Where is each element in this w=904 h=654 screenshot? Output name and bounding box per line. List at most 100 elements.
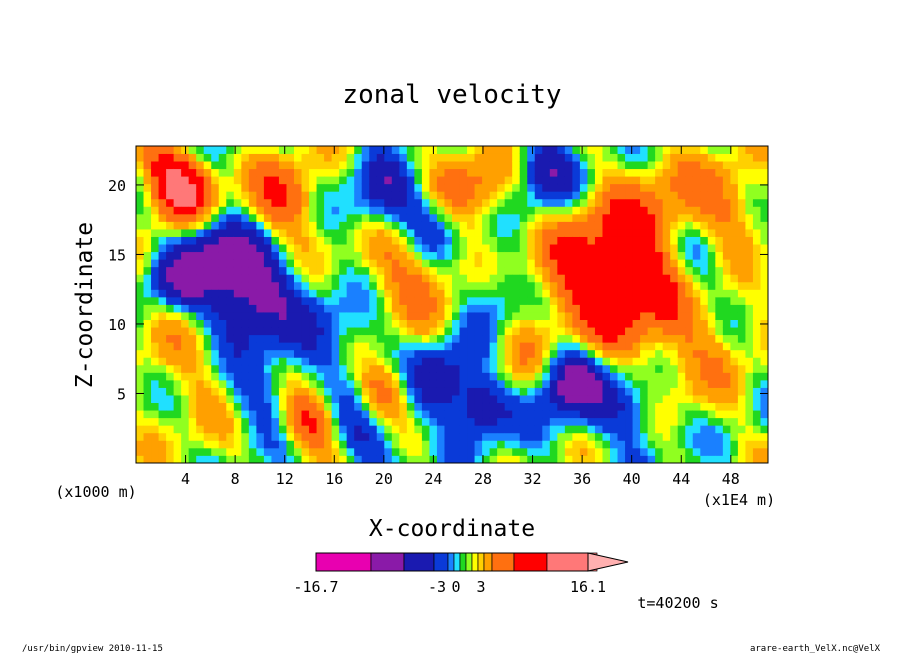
field-cell xyxy=(166,259,175,268)
field-cell xyxy=(151,387,159,396)
field-cell xyxy=(452,221,460,230)
field-cell xyxy=(188,251,197,260)
field-cell xyxy=(707,432,716,441)
field-cell xyxy=(459,387,468,396)
field-cell xyxy=(331,168,340,177)
field-cell xyxy=(647,161,656,170)
field-cell xyxy=(166,221,175,230)
field-cell xyxy=(752,417,761,426)
field-cell xyxy=(436,334,445,343)
field-cell xyxy=(346,198,355,207)
field-cell xyxy=(700,206,709,215)
field-cell xyxy=(564,304,573,313)
field-cell xyxy=(346,281,355,290)
field-cell xyxy=(196,168,205,177)
field-cell xyxy=(376,198,385,207)
field-cell xyxy=(346,379,355,388)
field-cell xyxy=(707,161,716,170)
field-cell xyxy=(399,349,408,358)
field-cell xyxy=(542,334,551,343)
field-cell xyxy=(256,244,265,253)
field-cell xyxy=(278,364,287,373)
field-cell xyxy=(143,372,152,381)
field-cell xyxy=(617,289,626,298)
field-cell xyxy=(685,312,694,320)
field-cell xyxy=(263,372,272,381)
field-cell xyxy=(406,229,415,237)
field-cell xyxy=(579,168,588,177)
field-cell xyxy=(737,153,746,162)
field-cell xyxy=(685,447,694,456)
field-cell xyxy=(181,206,190,215)
field-cell xyxy=(745,327,754,336)
field-cell xyxy=(564,206,573,215)
field-cell xyxy=(542,176,551,185)
field-cell xyxy=(369,372,378,381)
field-cell xyxy=(203,213,212,222)
field-cell xyxy=(707,289,716,298)
field-cell xyxy=(376,146,385,154)
field-cell xyxy=(294,153,302,162)
field-cell xyxy=(188,455,197,463)
field-cell xyxy=(497,244,506,253)
field-cell xyxy=(354,229,363,237)
field-cell xyxy=(324,296,333,305)
field-cell xyxy=(519,236,528,245)
field-cell xyxy=(617,319,626,328)
field-cell xyxy=(143,440,152,449)
field-cell xyxy=(677,289,686,298)
field-cell xyxy=(248,342,257,351)
field-cell xyxy=(158,349,167,358)
field-cell xyxy=(233,312,242,320)
field-cell xyxy=(752,349,761,358)
field-cell xyxy=(421,312,430,320)
field-cell xyxy=(632,206,641,215)
field-cell xyxy=(564,281,573,290)
field-cell xyxy=(324,379,333,388)
field-cell xyxy=(594,342,603,351)
field-cell xyxy=(527,206,536,215)
field-cell xyxy=(203,229,212,237)
field-cell xyxy=(166,312,175,320)
field-cell xyxy=(271,289,280,298)
field-cell xyxy=(294,281,302,290)
field-cell xyxy=(241,176,250,185)
field-cell xyxy=(211,161,220,170)
field-cell xyxy=(158,281,167,290)
field-cell xyxy=(692,236,701,245)
field-cell xyxy=(316,440,325,449)
field-cell xyxy=(444,153,453,162)
field-cell xyxy=(579,319,588,328)
field-cell xyxy=(497,259,506,268)
field-cell xyxy=(610,319,618,328)
field-cell xyxy=(414,387,423,396)
field-cell xyxy=(489,281,498,290)
field-cell xyxy=(331,198,340,207)
field-cell xyxy=(369,183,378,192)
field-cell xyxy=(617,296,626,305)
field-cell xyxy=(218,236,227,245)
field-cell xyxy=(331,387,340,396)
field-cell xyxy=(482,342,491,351)
field-cell xyxy=(188,349,197,358)
field-cell xyxy=(670,402,679,411)
field-cell xyxy=(263,319,272,328)
field-cell xyxy=(158,364,167,373)
field-cell xyxy=(211,281,220,290)
field-cell xyxy=(602,251,611,260)
field-cell xyxy=(203,206,212,215)
field-cell xyxy=(579,440,588,449)
field-cell xyxy=(512,221,521,230)
field-cell xyxy=(640,410,649,419)
field-cell xyxy=(572,364,581,373)
field-cell xyxy=(632,221,641,230)
field-cell xyxy=(233,229,242,237)
field-cell xyxy=(715,417,724,426)
field-cell xyxy=(489,176,498,185)
field-cell xyxy=(278,274,287,283)
field-cell xyxy=(692,417,701,426)
field-cell xyxy=(557,357,566,366)
field-cell xyxy=(158,296,167,305)
field-cell xyxy=(211,327,220,336)
field-cell xyxy=(391,229,400,237)
